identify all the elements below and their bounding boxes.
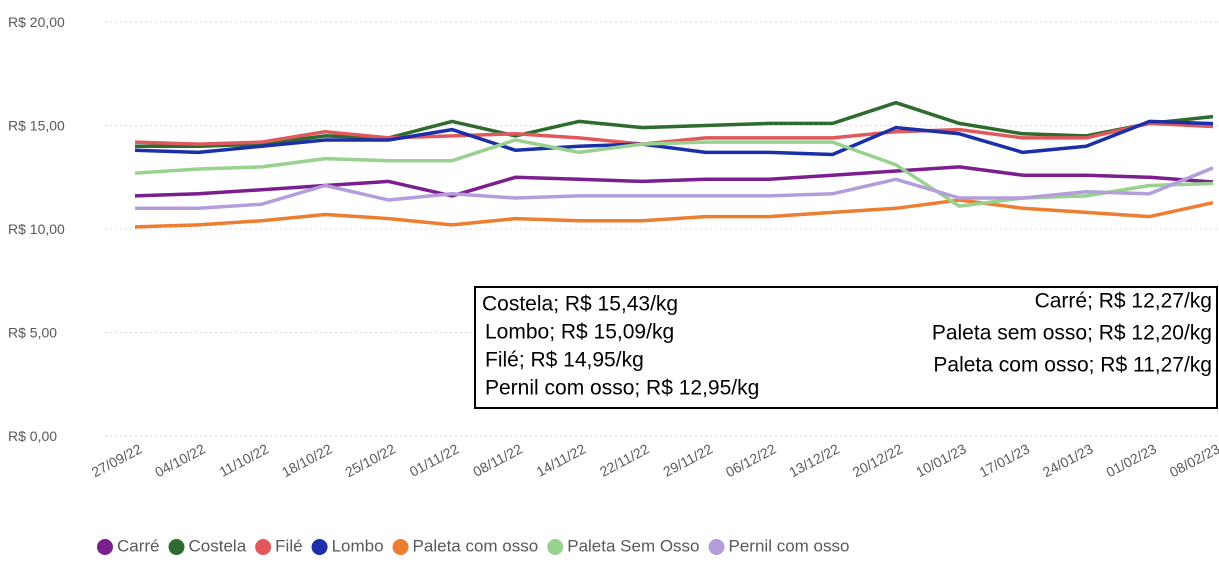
x-tick-label: 20/12/22 [850,440,906,480]
x-tick-label: 04/10/22 [152,440,208,480]
y-tick-label: R$ 15,00 [8,118,65,134]
legend-label: Paleta Sem Osso [567,536,699,555]
legend-marker [168,539,185,555]
x-tick-label: 18/10/22 [279,440,335,480]
legend-marker [97,539,113,555]
legend-label: Costela [189,536,247,555]
x-tick-label: 06/12/22 [723,440,779,480]
legend-label: Carré [117,536,160,555]
annotation-text: Paleta com osso; R$ 11,27/kg [933,354,1212,377]
annotation-text: Costela; R$ 15,43/kg [482,293,678,316]
x-tick-label: 10/01/23 [913,440,969,480]
y-tick-label: R$ 0,00 [8,428,57,444]
annotation-text: Pernil com osso; R$ 12,95/kg [485,377,759,400]
legend-marker [311,539,328,555]
x-tick-label: 29/11/22 [660,440,715,479]
annotation-box [474,286,1218,409]
x-tick-label: 22/11/22 [597,440,652,479]
x-tick-label: 01/11/22 [407,440,462,479]
x-tick-label: 17/01/23 [977,440,1033,480]
series-line [135,166,1214,211]
series-line [134,198,1214,229]
legend-marker [708,539,725,555]
legend-marker [255,539,272,555]
legend-label: Lombo [332,536,384,555]
x-tick-label: 13/12/22 [786,440,842,480]
annotation-text: Carré; R$ 12,27/kg [1035,290,1212,313]
y-tick-label: R$ 5,00 [8,325,57,341]
x-tick-label: 08/11/22 [470,440,525,479]
x-tick-label: 14/11/22 [534,440,589,479]
series-line [134,119,1214,157]
series-line [134,121,1214,146]
x-tick-label: 24/01/23 [1040,440,1096,480]
y-tick-label: R$ 10,00 [8,221,65,237]
annotation-text: Lombo; R$ 15,09/kg [485,321,674,344]
x-tick-label: 27/09/22 [89,440,145,480]
legend-label: Paleta com osso [413,536,539,555]
x-tick-label: 08/02/23 [1167,440,1219,480]
annotation-text: Filé; R$ 14,95/kg [485,349,644,372]
legend-label: Pernil com osso [729,536,850,555]
legend-marker [392,539,409,555]
legend-marker [547,539,564,555]
legend-label: Filé [275,536,302,555]
y-tick-label: R$ 20,00 [8,14,65,30]
x-tick-label: 25/10/22 [342,440,398,480]
x-tick-label: 01/02/23 [1103,440,1159,480]
x-tick-label: 11/10/22 [217,440,272,479]
series-line [135,100,1214,148]
annotation-text: Paleta sem osso; R$ 12,20/kg [932,322,1212,345]
series-line [134,165,1214,198]
